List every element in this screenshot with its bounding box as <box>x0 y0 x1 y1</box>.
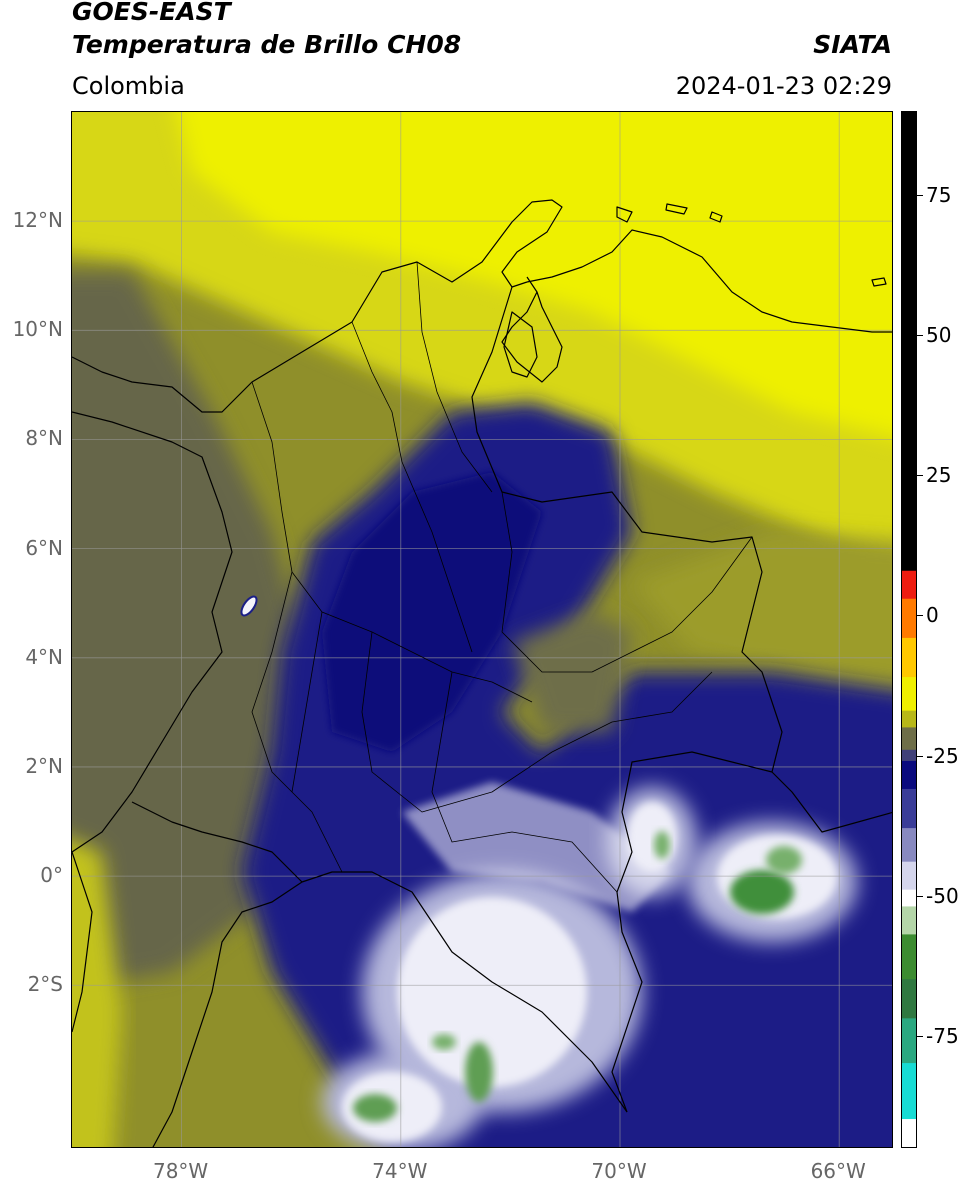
colombia-peru-border <box>152 871 628 1147</box>
colorbar-tick <box>917 1035 923 1037</box>
colorbar-tick <box>917 895 923 897</box>
colorbar-tick <box>917 615 923 617</box>
lat-tick-label: 6°N <box>25 535 63 560</box>
colorbar-tick-label: 25 <box>926 463 952 488</box>
colorbar-tick-label: 50 <box>926 323 952 348</box>
colorbar-segment-13 <box>902 906 916 936</box>
coastlines-and-borders <box>72 199 892 1147</box>
lat-tick-label: 10°N <box>12 317 63 342</box>
lat-tick-label: 0° <box>40 863 63 888</box>
map-canvas <box>72 112 892 1147</box>
lon-tick-label: 78°W <box>152 1159 209 1183</box>
map-subtitle: Temperatura de Brillo CH08 <box>72 30 462 59</box>
colorbar-segment-8 <box>902 760 916 790</box>
colombia-ecuador-border <box>131 801 303 883</box>
caribbean-coast <box>72 199 563 413</box>
colorbar-segment-6 <box>902 727 916 751</box>
map-title: GOES-EAST <box>72 0 231 26</box>
cold-core-a <box>730 870 794 914</box>
colorbar-segment-11 <box>902 861 916 891</box>
internal-border-5 <box>361 631 713 813</box>
lat-tick-label: 8°N <box>25 426 63 451</box>
bt-field-deep-core <box>322 472 542 752</box>
colorbar-segment-14 <box>902 934 916 980</box>
map-gridlines <box>72 112 892 1147</box>
colorbar-segment-5 <box>902 710 916 729</box>
convection-white-a <box>397 897 587 1087</box>
bt-field-bright-yellow <box>177 112 892 437</box>
colorbar-segment-2 <box>902 598 916 639</box>
venezuela-coast <box>526 229 892 333</box>
colorbar-segment-1 <box>902 570 916 600</box>
colorbar-segment-9 <box>902 788 916 829</box>
lat-tick-label: 2°N <box>25 753 63 778</box>
region-label: Colombia <box>72 72 185 100</box>
colorbar-tick <box>917 335 923 337</box>
internal-border-6 <box>431 671 618 893</box>
lon-tick-label: 66°W <box>810 1159 866 1183</box>
lake-maracaibo <box>503 311 538 378</box>
colorbar-tick-label: -25 <box>926 743 959 768</box>
colorbar-tick <box>917 195 923 197</box>
colorbar-gradient <box>902 112 916 1148</box>
internal-border-3 <box>416 261 493 493</box>
timestamp-label: 2024-01-23 02:29 <box>675 72 892 100</box>
colorbar-tick-label: -75 <box>926 1023 959 1048</box>
colombia-brazil-border <box>611 751 773 1113</box>
satellite-map <box>71 111 893 1148</box>
cold-core-f <box>432 1034 456 1050</box>
colorbar-segment-10 <box>902 828 916 863</box>
colorbar <box>901 111 917 1148</box>
colorbar-tick-label: 75 <box>926 183 952 208</box>
internal-border-4 <box>251 571 343 873</box>
internal-border-8 <box>501 491 753 673</box>
colorbar-tick <box>917 755 923 757</box>
bt-field-west-dark <box>72 272 312 989</box>
pacific-coast <box>72 411 233 853</box>
cirrus-streaks <box>402 782 672 912</box>
lat-tick-label: 12°N <box>12 208 63 233</box>
colorbar-segment-18 <box>902 1119 916 1148</box>
colorbar-segment-7 <box>902 749 916 762</box>
colorbar-segment-17 <box>902 1063 916 1120</box>
bt-field-east-olive <box>632 532 892 722</box>
colorbar-tick-label: -50 <box>926 883 959 908</box>
source-label: SIATA <box>813 30 892 59</box>
highland-lake-marker <box>240 595 258 617</box>
colorbar-segment-0 <box>902 112 916 572</box>
cold-core-d <box>353 1094 397 1122</box>
colorbar-segment-4 <box>902 677 916 712</box>
aruba-curacao <box>616 203 723 223</box>
cold-core-e <box>654 831 670 859</box>
cold-core-c <box>465 1042 493 1102</box>
lat-tick-label: 2°S <box>27 972 63 997</box>
colorbar-segment-3 <box>902 637 916 678</box>
colorbar-tick-label: 0 <box>926 603 939 628</box>
colorbar-segment-16 <box>902 1018 916 1064</box>
colombia-venezuela-border <box>471 286 892 833</box>
bt-field-sw-yellow <box>72 840 122 1147</box>
ecuador-coast <box>72 851 93 1033</box>
lon-tick-label: 70°W <box>591 1159 647 1183</box>
colorbar-segment-12 <box>902 889 916 908</box>
internal-border-1 <box>251 381 533 703</box>
cold-core-b <box>766 846 802 874</box>
internal-border-7 <box>291 611 323 793</box>
margarita-island <box>871 277 887 287</box>
lat-tick-label: 4°N <box>25 644 63 669</box>
colorbar-tick <box>917 475 923 477</box>
colorbar-segment-15 <box>902 979 916 1019</box>
internal-border-2 <box>351 321 473 653</box>
lon-tick-label: 74°W <box>372 1159 428 1183</box>
